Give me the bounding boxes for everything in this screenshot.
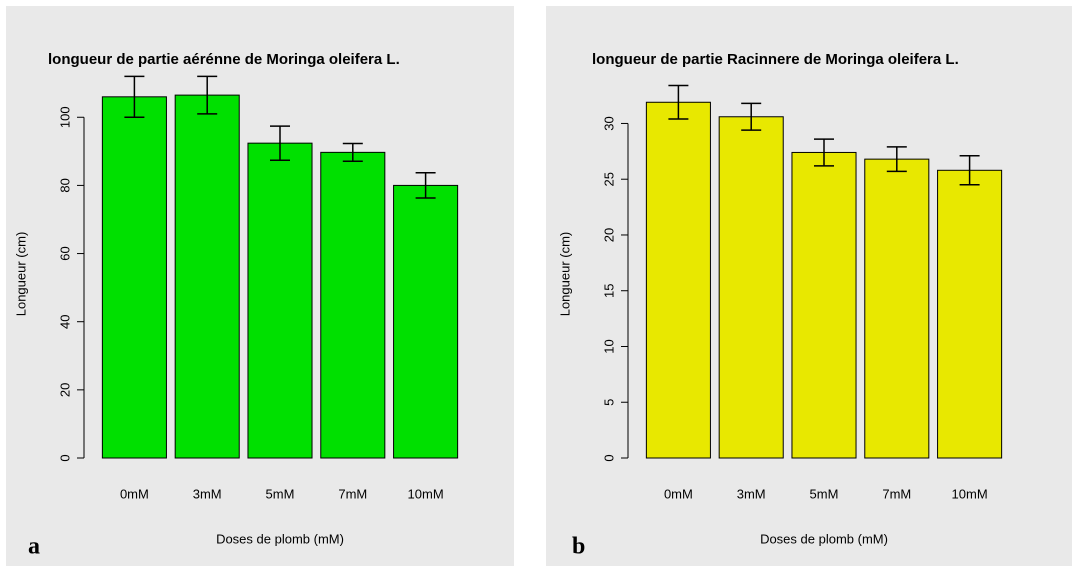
x-tick-label: 10mM [952,486,988,501]
bar [320,151,386,459]
x-tick-label: 7mM [338,486,367,501]
y-tick-label: 80 [57,178,72,192]
x-tick-label: 0mM [664,486,693,501]
bar [101,96,167,459]
x-tick-label: 7mM [882,486,911,501]
y-tick-label: 20 [57,383,72,397]
x-tick-label: 10mM [408,486,444,501]
panel-label: b [572,534,585,560]
y-tick-label: 30 [601,116,616,130]
x-tick-label: 5mM [266,486,295,501]
bar [718,116,784,459]
x-axis-label: Doses de plomb (mM) [216,531,344,546]
y-tick-label: 60 [57,246,72,260]
y-tick-label: 15 [601,283,616,297]
bar [247,142,313,459]
y-axis-label: Longueur (cm) [13,232,28,317]
x-axis-label: Doses de plomb (mM) [760,531,888,546]
bar [791,151,857,459]
bar [937,169,1003,459]
y-tick-label: 20 [601,228,616,242]
x-tick-label: 3mM [737,486,766,501]
x-tick-label: 0mM [120,486,149,501]
chart-title: longueur de partie Racinnere de Moringa … [592,51,959,68]
x-tick-label: 3mM [193,486,222,501]
bar [645,101,711,459]
y-axis-label: Longueur (cm) [557,232,572,317]
y-tick-label: 5 [601,399,616,406]
bar [864,158,930,459]
bar [393,184,459,459]
chart-title: longueur de partie aérénne de Moringa ol… [48,51,400,68]
y-tick-label: 40 [57,314,72,328]
y-tick-label: 10 [601,339,616,353]
panel-label: a [28,534,40,560]
bar [174,94,240,459]
y-tick-label: 100 [57,106,72,128]
x-tick-label: 5mM [810,486,839,501]
y-tick-label: 0 [601,454,616,461]
y-tick-label: 0 [57,454,72,461]
y-tick-label: 25 [601,172,616,186]
